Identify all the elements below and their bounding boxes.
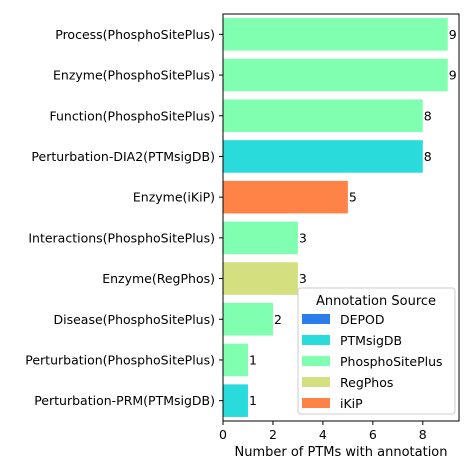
- bar: [223, 262, 298, 295]
- value-label: 9: [449, 27, 457, 42]
- value-label: 8: [424, 149, 432, 164]
- x-axis-label: Number of PTMs with annotation: [235, 445, 448, 460]
- value-label: 8: [424, 108, 432, 123]
- value-label: 5: [349, 190, 357, 205]
- x-axis: 0 2 4 6 8: [219, 421, 427, 442]
- bar: [223, 18, 448, 51]
- value-label: 3: [299, 230, 307, 245]
- bar: [223, 99, 423, 133]
- legend-swatch: [302, 356, 330, 366]
- legend-label: PhosphoSitePlus: [340, 354, 443, 369]
- legend: Annotation Source DEPOD PTMsigDB PhosphoSi…: [297, 287, 456, 415]
- category-label: Enzyme(RegPhos): [102, 271, 215, 286]
- value-label: 9: [449, 68, 457, 83]
- legend-swatch: [302, 377, 330, 387]
- value-label: 1: [249, 352, 257, 367]
- x-tick-label: 0: [219, 427, 227, 442]
- x-tick-label: 2: [269, 427, 277, 442]
- plot-frame: [222, 13, 460, 422]
- bar: [223, 343, 248, 377]
- category-label: Perturbation(PhosphoSitePlus): [25, 352, 215, 367]
- value-labels: 9 9 8 8 5 3 3 2 1 1: [249, 27, 457, 408]
- legend-label: DEPOD: [340, 312, 385, 327]
- bar: [223, 302, 273, 336]
- category-label: Perturbation-PRM(PTMsigDB): [34, 393, 215, 408]
- bar: [223, 384, 248, 417]
- legend-title: Annotation Source: [316, 294, 436, 309]
- legend-swatch: [302, 335, 330, 345]
- legend-swatch: [302, 398, 330, 408]
- value-label: 1: [249, 393, 257, 408]
- value-label: 2: [274, 312, 282, 327]
- legend-label: PTMsigDB: [340, 333, 402, 348]
- bars-group: [223, 18, 448, 417]
- category-label: Enzyme(iKiP): [133, 190, 215, 205]
- bar: [223, 180, 348, 214]
- category-label: Process(PhosphoSitePlus): [55, 27, 215, 42]
- x-tick-label: 4: [319, 427, 327, 442]
- legend-swatch: [302, 314, 330, 324]
- legend-label: RegPhos: [340, 375, 393, 390]
- category-label: Enzyme(PhosphoSitePlus): [53, 68, 215, 83]
- category-label: Disease(PhosphoSitePlus): [54, 312, 216, 327]
- bar: [223, 140, 423, 173]
- category-labels: Process(PhosphoSitePlus) Enzyme(PhosphoSi…: [25, 27, 223, 408]
- x-tick-label: 6: [369, 427, 377, 442]
- value-label: 3: [299, 271, 307, 286]
- legend-label: iKiP: [340, 396, 363, 411]
- category-label: Function(PhosphoSitePlus): [50, 108, 216, 123]
- bar: [223, 221, 298, 255]
- legend-items: DEPOD PTMsigDB PhosphoSitePlus RegPhos iKiP: [302, 312, 443, 411]
- bar: [223, 58, 448, 92]
- x-tick-label: 8: [419, 427, 427, 442]
- legend-box: [297, 287, 456, 415]
- category-label: Interactions(PhosphoSitePlus): [28, 230, 215, 245]
- category-label: Perturbation-DIA2(PTMsigDB): [31, 149, 215, 164]
